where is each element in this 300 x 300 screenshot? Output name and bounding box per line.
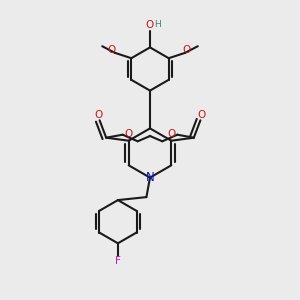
Text: O: O bbox=[95, 110, 103, 120]
Text: O: O bbox=[108, 45, 116, 55]
Text: O: O bbox=[146, 20, 154, 31]
Text: N: N bbox=[146, 171, 154, 184]
Text: O: O bbox=[124, 129, 132, 139]
Text: F: F bbox=[115, 256, 121, 266]
Text: O: O bbox=[197, 110, 205, 120]
Text: O: O bbox=[168, 129, 176, 139]
Text: H: H bbox=[154, 20, 160, 29]
Text: O: O bbox=[182, 45, 190, 55]
